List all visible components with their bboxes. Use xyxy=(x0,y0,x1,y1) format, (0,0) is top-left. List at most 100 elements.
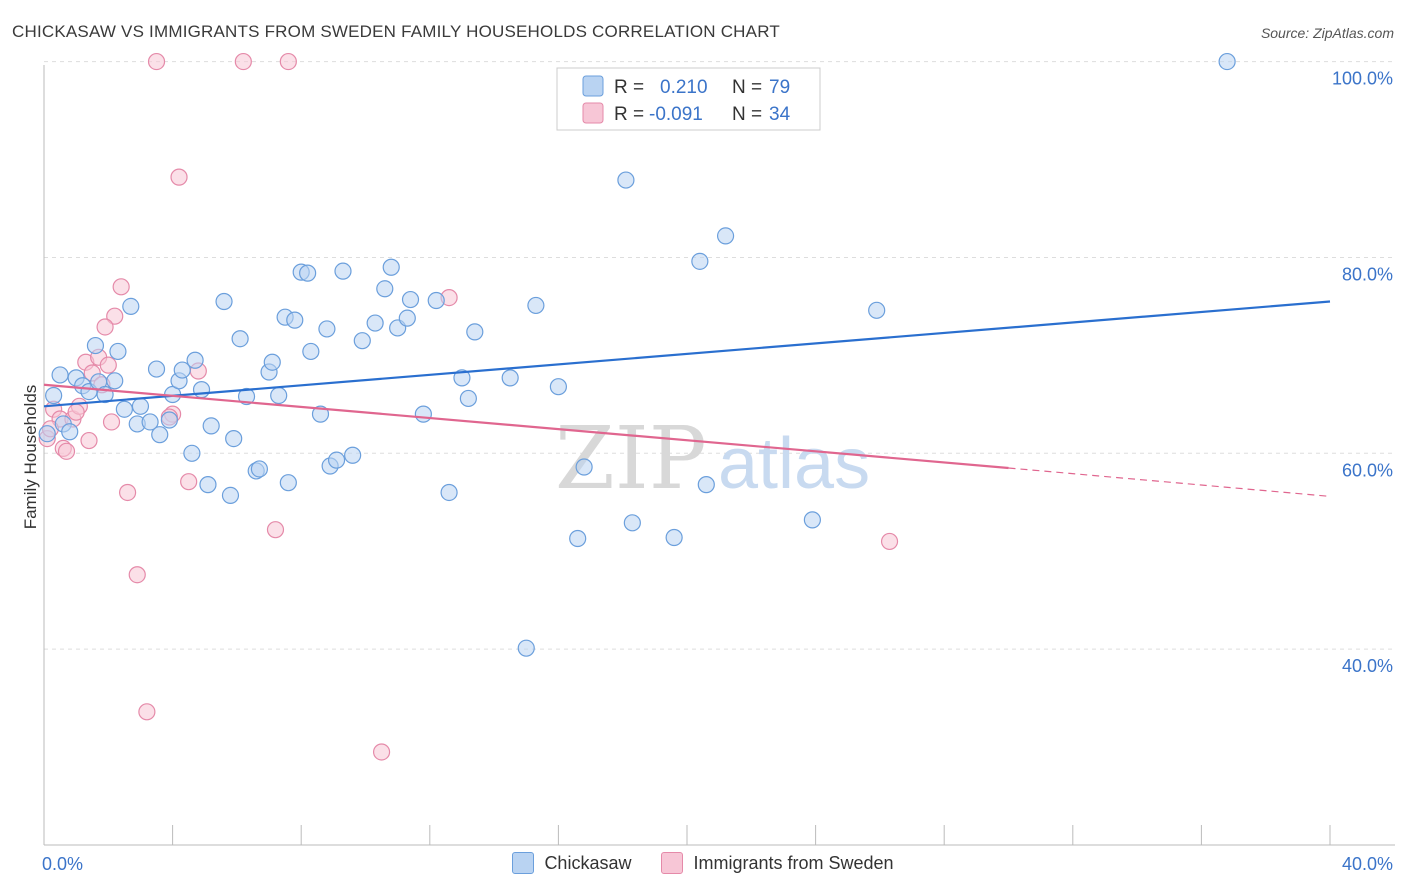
point-blue-47 xyxy=(327,451,346,469)
point-blue-49 xyxy=(344,446,362,464)
point-blue-67 xyxy=(569,529,587,548)
point-blue-44 xyxy=(311,405,330,423)
point-blue-59 xyxy=(440,483,458,502)
series-legend: Chickasaw Immigrants from Sweden xyxy=(0,848,1406,878)
watermark: ZIP atlas xyxy=(555,409,870,509)
legend-label-chickasaw: Chickasaw xyxy=(544,852,632,873)
point-blue-60 xyxy=(453,369,471,387)
x-tick-label-0: 0.0% xyxy=(42,854,83,874)
point-blue-13 xyxy=(122,297,140,316)
point-blue-30 xyxy=(225,430,243,448)
point-pink-20 xyxy=(147,52,166,71)
point-blue-63 xyxy=(501,369,519,387)
point-blue-32 xyxy=(237,387,256,406)
point-pink-19 xyxy=(138,703,156,721)
source-label: Source: ZipAtlas.com xyxy=(1260,25,1394,41)
point-blue-57 xyxy=(414,405,432,423)
trend-line-2 xyxy=(1008,467,1331,497)
point-blue-15 xyxy=(131,397,150,415)
point-pink-16 xyxy=(118,483,137,502)
point-pink-12 xyxy=(99,356,117,374)
point-blue-69 xyxy=(617,171,635,189)
point-pink-30 xyxy=(880,532,899,551)
chart-title: CHICKASAW VS IMMIGRANTS FROM SWEDEN FAMI… xyxy=(12,22,780,41)
y-tick-label-1: 60.0% xyxy=(1342,460,1393,480)
axes xyxy=(43,65,1395,846)
point-blue-22 xyxy=(173,361,191,379)
watermark-zip: ZIP xyxy=(555,409,707,509)
point-blue-12 xyxy=(115,400,133,418)
point-blue-76 xyxy=(868,301,886,319)
point-pink-17 xyxy=(96,318,114,336)
point-blue-10 xyxy=(106,372,124,390)
legend-item-immigrants-from-sweden[interactable]: Immigrants from Sweden xyxy=(661,852,894,874)
point-blue-61 xyxy=(459,389,477,408)
point-blue-18 xyxy=(151,426,169,444)
point-blue-19 xyxy=(160,411,178,429)
point-blue-55 xyxy=(398,309,416,327)
point-blue-26 xyxy=(199,476,217,494)
point-blue-29 xyxy=(221,486,240,505)
point-blue-1 xyxy=(51,366,69,384)
point-blue-75 xyxy=(803,511,821,529)
point-blue-53 xyxy=(382,258,400,276)
point-blue-37 xyxy=(270,386,288,405)
point-blue-11 xyxy=(109,342,127,361)
stats-legend-n-value-blue: 79 xyxy=(769,77,790,98)
point-blue-77 xyxy=(1218,52,1236,71)
point-blue-0 xyxy=(45,386,63,405)
point-blue-68 xyxy=(575,458,593,476)
stats-legend-n-label-pink: N = xyxy=(732,104,762,125)
point-blue-66 xyxy=(549,378,568,396)
y-tick-label-2: 80.0% xyxy=(1342,264,1393,284)
point-pink-28 xyxy=(372,743,391,761)
point-blue-65 xyxy=(527,296,545,315)
stats-legend-r-label-blue: R = xyxy=(614,77,644,98)
point-blue-56 xyxy=(401,290,420,309)
point-blue-74 xyxy=(716,227,735,245)
legend-swatch-chickasaw xyxy=(512,852,535,874)
trend-line-1 xyxy=(43,383,1009,470)
trend-line-0 xyxy=(43,300,1331,408)
legend-swatch-immigrants-from-sweden xyxy=(661,852,684,874)
point-blue-27 xyxy=(202,417,220,435)
point-blue-40 xyxy=(286,311,304,329)
y-tick-label-0: 40.0% xyxy=(1342,656,1393,676)
point-blue-78 xyxy=(38,425,56,443)
stats-legend-r-label-pink: R = xyxy=(614,104,644,125)
point-blue-34 xyxy=(250,460,269,478)
point-pink-18 xyxy=(128,566,146,584)
point-pink-8 xyxy=(80,431,98,450)
stats-legend-swatch-blue xyxy=(582,75,604,97)
point-blue-64 xyxy=(517,639,535,657)
point-blue-43 xyxy=(302,342,320,361)
point-blue-31 xyxy=(231,330,249,348)
stats-legend-n-value-pink: 34 xyxy=(769,104,791,125)
point-pink-23 xyxy=(180,473,198,491)
point-blue-52 xyxy=(376,280,394,298)
stats-legend-r-value-pink: -0.091 xyxy=(649,104,703,125)
point-blue-71 xyxy=(665,528,683,547)
point-blue-36 xyxy=(263,353,281,371)
point-blue-62 xyxy=(466,323,484,341)
legend-label-immigrants-from-sweden: Immigrants from Sweden xyxy=(693,852,894,873)
point-blue-24 xyxy=(186,351,204,369)
tick-labels: 40.0% 60.0% 80.0% 100.0% 0.0% 40.0% xyxy=(42,69,1393,874)
point-blue-45 xyxy=(318,320,336,338)
point-pink-25 xyxy=(234,52,252,71)
stats-legend-r-value-blue: 0.210 xyxy=(660,77,708,98)
series-chickasaw xyxy=(38,52,1236,657)
point-blue-39 xyxy=(279,474,297,492)
point-blue-50 xyxy=(353,332,371,350)
point-blue-28 xyxy=(215,292,233,311)
point-blue-70 xyxy=(623,514,641,532)
y-axis-label-group: Family Households xyxy=(21,385,40,530)
point-blue-23 xyxy=(183,444,201,462)
stats-legend-n-label-blue: N = xyxy=(732,77,762,98)
legend-item-chickasaw[interactable]: Chickasaw xyxy=(512,852,631,874)
point-blue-17 xyxy=(147,360,166,378)
point-blue-3 xyxy=(61,423,79,441)
point-blue-73 xyxy=(697,476,715,494)
point-pink-15 xyxy=(112,278,130,296)
